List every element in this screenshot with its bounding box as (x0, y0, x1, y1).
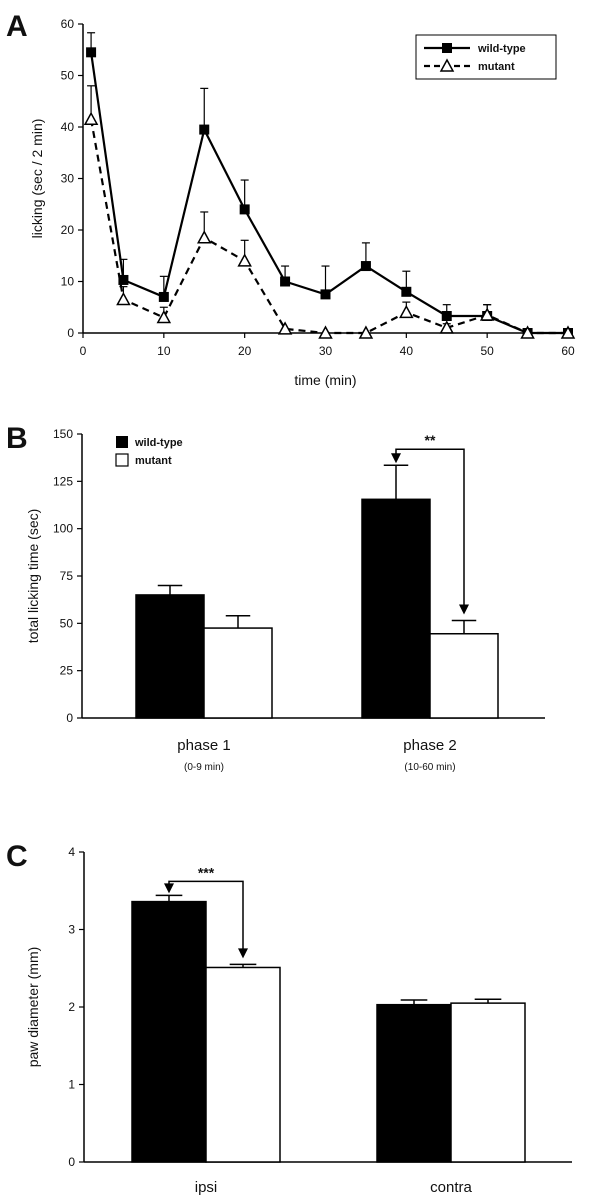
bar-mutant (429, 632, 499, 719)
x-tick-label: 50 (480, 344, 494, 358)
data-point-wild-type (118, 274, 129, 285)
y-tick-label: 20 (61, 223, 75, 237)
panel-letter-a: A (6, 10, 28, 43)
significance-label: ** (425, 432, 436, 448)
data-point-mutant (277, 321, 293, 335)
y-tick-label: 0 (68, 1155, 75, 1169)
bar-wild-type (376, 1003, 452, 1163)
x-axis-title: time (min) (294, 372, 356, 388)
y-tick-label: 40 (61, 120, 75, 134)
data-point-mutant (439, 320, 455, 334)
data-point-wild-type (441, 311, 452, 322)
data-point-wild-type (239, 204, 250, 215)
bar-mutant (450, 1002, 526, 1163)
category-sublabel: (10-60 min) (404, 762, 455, 773)
y-tick-label: 3 (68, 923, 75, 937)
panel-b: B 0 25 50 75 100 125 150 total licking time (sec… (6, 422, 545, 773)
data-point-wild-type (401, 286, 412, 297)
data-point-wild-type (86, 47, 97, 58)
y-tick-label: 30 (61, 172, 75, 186)
legend-label-mutant: mutant (478, 61, 515, 73)
category-label: ipsi (195, 1179, 218, 1196)
y-tick-label: 4 (68, 845, 75, 859)
panel-letter-b: B (6, 422, 28, 455)
significance-label: *** (198, 864, 215, 880)
legend-label-wild-type: wild-type (477, 43, 526, 55)
data-point-mutant (399, 304, 414, 319)
y-axis-title: licking (sec / 2 min) (29, 119, 45, 239)
significance-arrowhead (164, 883, 174, 894)
legend-marker-wild-type (116, 436, 128, 448)
data-point-mutant (479, 307, 495, 321)
legend-box (415, 34, 557, 80)
bar-wild-type (131, 900, 207, 1163)
x-tick-label: 0 (80, 344, 87, 358)
x-tick-label: 10 (157, 344, 171, 358)
data-point-wild-type (199, 124, 210, 135)
y-tick-label: 50 (60, 616, 74, 630)
y-tick-label: 100 (53, 522, 73, 536)
y-tick-label: 125 (53, 474, 73, 488)
significance-arrowhead (459, 604, 469, 615)
y-tick-label: 75 (60, 569, 74, 583)
category-label: contra (430, 1179, 472, 1196)
bar-wild-type (361, 498, 431, 719)
y-tick-label: 25 (60, 664, 74, 678)
panel-c: C 0 1 2 3 4 paw diameter (mm) ipsi contra *** (6, 840, 572, 1196)
data-point-mutant (116, 291, 131, 306)
significance-arrowhead (238, 948, 248, 959)
significance-arrowhead (391, 453, 401, 464)
data-point-wild-type (320, 289, 331, 300)
y-tick-label: 60 (61, 17, 75, 31)
legend-marker-mutant (115, 453, 129, 467)
y-tick-label: 1 (68, 1078, 75, 1092)
data-point-mutant (156, 309, 172, 324)
data-point-wild-type (280, 276, 291, 287)
category-sublabel: (0-9 min) (184, 762, 224, 773)
data-point-mutant (196, 230, 212, 244)
category-label: phase 2 (403, 737, 456, 754)
y-tick-label: 10 (61, 275, 75, 289)
x-tick-label: 60 (561, 344, 575, 358)
data-point-mutant (318, 325, 333, 339)
y-tick-label: 2 (68, 1000, 75, 1014)
category-label: phase 1 (177, 737, 230, 754)
data-point-wild-type (360, 261, 371, 272)
legend: wild-type mutant (415, 34, 557, 80)
data-point-mutant (237, 253, 252, 267)
y-tick-label: 0 (66, 711, 73, 725)
bar-wild-type (135, 594, 205, 719)
data-point-mutant (520, 325, 535, 339)
x-tick-label: 30 (319, 344, 333, 358)
x-tick-label: 20 (238, 344, 252, 358)
data-point-mutant (358, 325, 374, 339)
panel-a: A 0 10 20 30 40 50 60 0 10 20 30 40 50 60 time (min) lic… (6, 10, 576, 388)
y-axis-title: paw diameter (mm) (25, 947, 41, 1068)
y-tick-label: 150 (53, 427, 73, 441)
y-axis-title: total licking time (sec) (25, 509, 41, 644)
bar-mutant (205, 966, 281, 1163)
bar-mutant (203, 627, 273, 719)
panel-letter-c: C (6, 840, 28, 873)
legend-marker-mutant (439, 58, 455, 72)
legend-label-mutant: mutant (135, 455, 172, 467)
data-point-wild-type (158, 291, 169, 302)
data-point-mutant (83, 111, 99, 126)
data-point-mutant (560, 325, 576, 339)
y-tick-label: 0 (67, 326, 74, 340)
x-tick-label: 40 (400, 344, 414, 358)
legend-marker-wild-type (442, 43, 452, 53)
legend-label-wild-type: wild-type (134, 437, 183, 449)
y-tick-label: 50 (61, 69, 75, 83)
